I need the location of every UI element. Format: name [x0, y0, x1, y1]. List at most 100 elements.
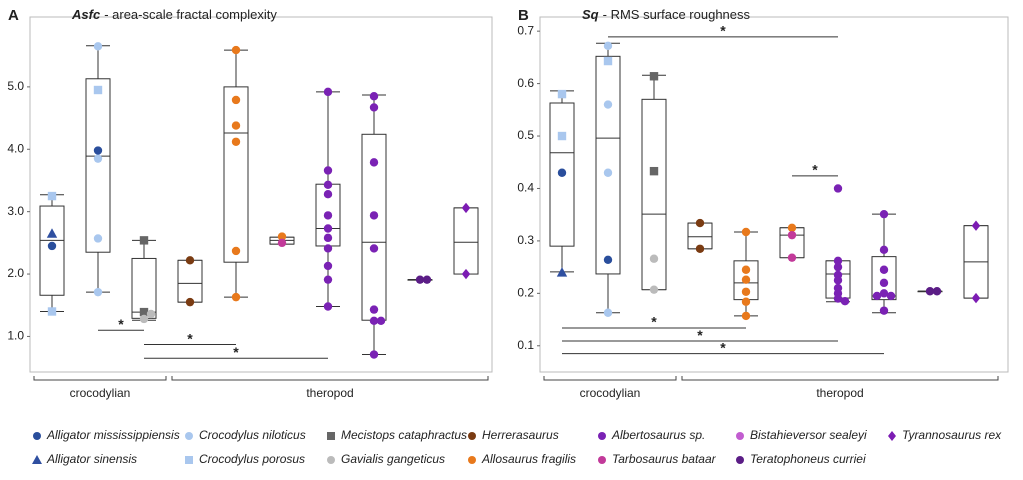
data-point [833, 294, 843, 303]
legend-label: Teratophoneus curriei [750, 452, 866, 466]
legend-marker [33, 432, 41, 440]
y-tick-label: 2.0 [7, 266, 24, 280]
legend-label: Gavialis gangeticus [341, 452, 445, 466]
chart-title: Asfc - area-scale fractal complexity [71, 7, 277, 22]
y-tick-label: 0.3 [517, 233, 534, 247]
data-point [833, 256, 843, 266]
data-point [93, 146, 103, 155]
significance-label: * [233, 344, 239, 360]
data-point [787, 230, 797, 240]
data-point [323, 224, 333, 233]
significance-label: * [697, 327, 703, 343]
data-point [603, 100, 613, 109]
group-label: crocodylian [70, 386, 131, 400]
data-point [741, 311, 751, 321]
legend-marker [327, 456, 335, 464]
data-point [139, 236, 149, 245]
data-point [93, 154, 103, 163]
data-point [833, 276, 843, 285]
plot-frame [29, 16, 493, 373]
panel-label: A [8, 7, 19, 24]
data-point [323, 244, 333, 253]
y-tick-label: 3.0 [7, 204, 24, 218]
data-point [185, 297, 195, 307]
legend-label: Tarbosaurus bataar [612, 452, 717, 466]
data-point [185, 256, 195, 265]
legend-label: Crocodylus niloticus [199, 428, 306, 442]
data-point [557, 168, 567, 177]
data-point [695, 244, 705, 253]
y-tick-label: 0.2 [517, 286, 534, 300]
data-point [323, 211, 333, 220]
significance-label: * [118, 316, 124, 332]
group-label: theropod [816, 386, 863, 400]
data-point [971, 220, 981, 231]
data-point [603, 168, 613, 177]
data-point [277, 238, 287, 248]
data-point [323, 261, 333, 271]
data-point [47, 191, 57, 201]
data-point [231, 246, 241, 256]
y-tick-label: 0.6 [517, 76, 534, 90]
data-point [369, 316, 379, 326]
data-point [461, 268, 471, 280]
data-point [695, 218, 705, 228]
y-tick-label: 0.5 [517, 128, 534, 142]
legend-marker [736, 432, 744, 440]
legend-marker [32, 455, 42, 464]
data-point [787, 223, 797, 232]
data-point [277, 232, 287, 241]
legend-marker [468, 456, 476, 464]
group-bracket [543, 376, 677, 381]
box [39, 205, 65, 296]
plot-frame [539, 16, 1009, 373]
box [223, 86, 249, 263]
legend-label: Alligator sinensis [46, 452, 137, 466]
data-point [231, 137, 241, 146]
group-label: crocodylian [580, 386, 641, 400]
data-point [323, 180, 333, 190]
y-tick-label: 5.0 [7, 79, 24, 93]
data-point [146, 309, 156, 319]
data-point [787, 253, 797, 262]
data-point [323, 87, 333, 97]
data-point [603, 255, 613, 264]
data-point [139, 307, 149, 317]
panel-label: B [518, 7, 529, 24]
data-point [323, 275, 333, 284]
data-point [323, 302, 333, 311]
data-point [231, 121, 241, 130]
chart-title: Sq - RMS surface roughness [582, 7, 751, 22]
data-point [323, 233, 333, 243]
data-point [833, 184, 843, 193]
significance-label: * [720, 23, 726, 39]
data-point [603, 308, 613, 317]
data-point [833, 262, 843, 272]
data-point [93, 234, 103, 243]
group-label: theropod [306, 386, 353, 400]
data-point [603, 56, 613, 66]
data-point [840, 297, 850, 306]
significance-label: * [812, 162, 818, 178]
data-point [369, 244, 379, 253]
data-point [649, 254, 659, 263]
data-point [741, 227, 751, 237]
data-point [886, 291, 896, 301]
data-point [369, 305, 379, 314]
legend-label: Bistahieversor sealeyi [750, 428, 867, 442]
data-point [649, 285, 659, 294]
data-point [369, 92, 379, 101]
significance-label: * [651, 314, 657, 330]
data-point [369, 103, 379, 112]
legend-marker [468, 432, 476, 440]
data-point [932, 287, 942, 296]
data-point [231, 45, 241, 55]
data-point [323, 166, 333, 175]
group-bracket [33, 376, 167, 381]
y-tick-label: 0.7 [517, 23, 534, 37]
data-point [231, 95, 241, 105]
data-point [872, 291, 882, 301]
y-tick-label: 0.1 [517, 338, 534, 352]
